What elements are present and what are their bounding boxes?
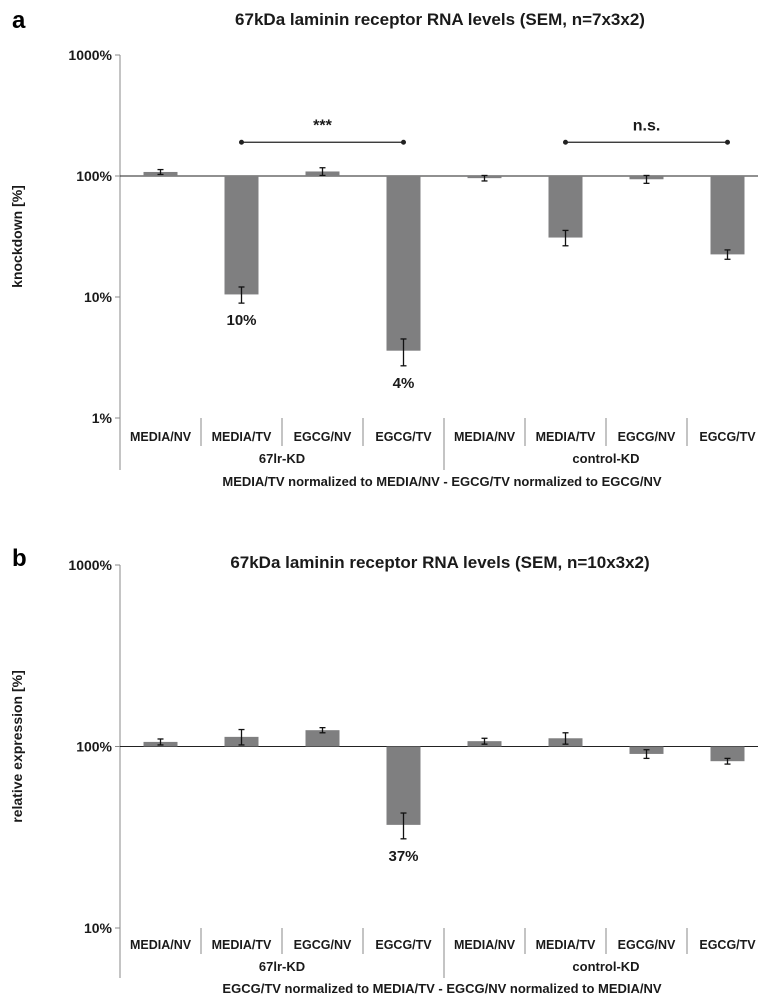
bar — [386, 176, 421, 351]
chart-panel-b: b 67kDa laminin receptor RNA levels (SEM,… — [9, 545, 758, 996]
x-category-label: EGCG/TV — [375, 938, 432, 952]
chart-title: 67kDa laminin receptor RNA levels (SEM, … — [235, 10, 645, 29]
bar — [710, 176, 745, 255]
group-label: control-KD — [572, 451, 639, 466]
y-tick-label: 10% — [84, 289, 113, 305]
y-tick-label: 1% — [92, 410, 113, 426]
x-category-label: EGCG/NV — [618, 430, 676, 444]
y-tick-label: 1000% — [68, 47, 112, 63]
data-label: 10% — [226, 312, 256, 329]
y-axis-label: relative expression [%] — [9, 670, 25, 823]
significance-end — [401, 139, 406, 145]
x-category-label: EGCG/TV — [699, 938, 756, 952]
group-label: control-KD — [572, 959, 639, 974]
bar — [548, 176, 583, 238]
x-category-label: MEDIA/NV — [130, 938, 192, 952]
x-category-label: EGCG/NV — [294, 938, 352, 952]
x-category-label: MEDIA/TV — [536, 430, 596, 444]
x-category-label: EGCG/NV — [294, 430, 352, 444]
x-category-label: MEDIA/TV — [212, 938, 272, 952]
y-tick-label: 100% — [76, 168, 112, 184]
group-label: 67lr-KD — [259, 959, 305, 974]
significance-end — [239, 139, 244, 145]
data-label: 37% — [388, 848, 418, 865]
x-category-label: MEDIA/TV — [536, 938, 596, 952]
data-label: 4% — [393, 375, 415, 392]
bar — [224, 176, 259, 295]
chart-title: 67kDa laminin receptor RNA levels (SEM, … — [230, 553, 649, 572]
y-tick-label: 1000% — [68, 557, 112, 573]
bar — [386, 746, 421, 825]
significance-label: n.s. — [633, 117, 661, 134]
y-tick-label: 10% — [84, 920, 113, 936]
y-tick-label: 100% — [76, 739, 112, 755]
x-category-label: MEDIA/NV — [454, 938, 516, 952]
bar — [710, 746, 745, 762]
x-category-label: EGCG/TV — [699, 430, 756, 444]
normalization-note: MEDIA/TV normalized to MEDIA/NV - EGCG/T… — [222, 474, 661, 489]
bar — [305, 730, 340, 747]
x-category-label: MEDIA/NV — [454, 430, 516, 444]
panel-letter: a — [12, 7, 26, 34]
y-axis-label: knockdown [%] — [9, 185, 25, 288]
significance-label: *** — [313, 117, 332, 134]
x-category-label: EGCG/NV — [618, 938, 676, 952]
x-category-label: EGCG/TV — [375, 430, 432, 444]
chart-panel-a: a 67kDa laminin receptor RNA levels (SEM,… — [9, 7, 758, 489]
panel-letter: b — [12, 545, 27, 572]
normalization-note: EGCG/TV normalized to MEDIA/TV - EGCG/NV… — [222, 981, 661, 996]
x-category-label: MEDIA/TV — [212, 430, 272, 444]
x-category-label: MEDIA/NV — [130, 430, 192, 444]
significance-end — [725, 139, 730, 145]
group-label: 67lr-KD — [259, 451, 305, 466]
significance-end — [563, 139, 568, 145]
